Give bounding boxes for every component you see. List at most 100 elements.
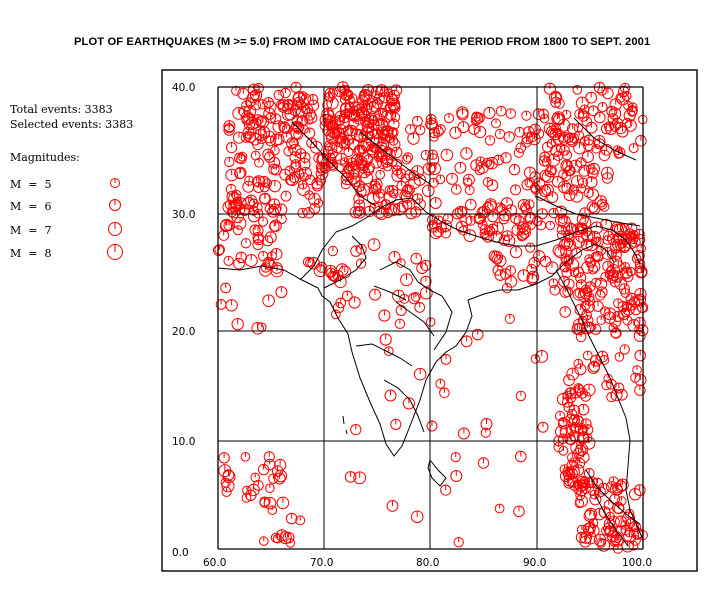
earthquake-marker <box>289 151 302 164</box>
earthquake-marker <box>224 156 235 168</box>
earthquake-marker <box>360 116 371 128</box>
earthquake-marker <box>258 250 269 262</box>
earthquake-marker <box>546 125 558 138</box>
earthquake-marker <box>233 216 247 230</box>
earthquake-marker <box>576 387 588 399</box>
earthquake-marker <box>268 163 280 175</box>
earthquake-marker <box>429 227 442 240</box>
earthquake-marker <box>429 197 442 209</box>
earthquake-marker <box>220 282 232 294</box>
earthquake-marker <box>485 159 495 170</box>
earthquake-marker <box>524 177 535 188</box>
earthquake-marker <box>618 283 631 295</box>
earthquake-marker <box>598 506 611 519</box>
x-tick-label: 60.0 <box>203 557 226 569</box>
earthquake-marker <box>607 233 619 246</box>
earthquake-marker <box>513 505 525 518</box>
earthquake-marker <box>295 515 306 526</box>
earthquake-marker <box>558 180 571 194</box>
earthquake-marker <box>272 120 286 134</box>
earthquake-marker <box>422 184 435 198</box>
earthquake-marker <box>635 135 647 147</box>
earthquake-marker <box>504 204 518 217</box>
earthquake-marker <box>533 128 545 140</box>
earthquake-marker <box>563 238 576 252</box>
earthquake-marker <box>564 433 576 445</box>
earthquake-marker <box>576 183 587 194</box>
earthquake-marker <box>558 417 568 427</box>
earthquake-marker <box>388 136 399 146</box>
earthquake-marker <box>550 92 562 103</box>
earthquake-marker <box>313 264 327 278</box>
earthquake-marker <box>344 471 357 483</box>
earthquake-marker <box>548 207 559 219</box>
earthquake-marker <box>457 121 470 134</box>
earthquake-marker <box>342 172 352 182</box>
earthquake-marker <box>620 288 631 298</box>
earthquake-marker <box>583 509 596 522</box>
legend-label: M = 5 <box>10 178 52 191</box>
earthquake-marker <box>584 507 598 521</box>
earthquake-marker <box>575 490 586 501</box>
earthquake-marker <box>505 275 518 288</box>
earthquake-marker <box>569 387 582 399</box>
earthquake-marker <box>612 482 623 494</box>
earthquake-marker <box>405 184 415 195</box>
earthquake-marker <box>254 128 268 142</box>
earthquake-marker <box>440 354 452 365</box>
x-tick-label: 80.0 <box>416 557 439 569</box>
earthquake-marker <box>609 315 622 328</box>
earthquake-marker <box>263 496 277 510</box>
earthquake-marker <box>501 282 513 294</box>
earthquake-marker <box>285 174 297 186</box>
y-tick-label: 20.0 <box>172 326 195 338</box>
earthquake-marker <box>350 245 362 257</box>
earthquake-marker <box>269 203 281 216</box>
coastline-and-borders <box>217 117 644 547</box>
earthquake-marker <box>600 306 610 317</box>
earthquake-marker <box>225 168 238 182</box>
earthquake-marker <box>451 184 462 195</box>
earthquake-marker <box>596 315 606 325</box>
earthquake-marker <box>350 108 364 122</box>
earthquake-marker <box>280 87 291 99</box>
earthquake-marker <box>567 123 579 135</box>
earthquake-marker <box>322 113 334 125</box>
earthquake-marker <box>322 146 334 157</box>
earthquake-marker <box>580 321 594 335</box>
earthquake-marker <box>584 295 595 306</box>
earthquake-marker <box>543 82 557 95</box>
earthquake-marker <box>609 98 622 111</box>
earthquake-marker <box>477 457 490 469</box>
earthquake-marker <box>608 107 622 120</box>
earthquake-marker <box>590 323 602 335</box>
earthquake-marker <box>292 122 304 134</box>
earthquake-marker <box>391 169 404 183</box>
earthquake-marker <box>440 148 454 162</box>
earthquake-marker <box>583 433 593 443</box>
earthquake-marker <box>623 109 636 122</box>
y-tick-labels: 40.0 30.0 20.0 10.0 0.0 <box>172 82 195 559</box>
earthquake-marker <box>606 529 620 543</box>
earthquake-marker <box>482 157 493 168</box>
earthquake-marker <box>494 128 506 140</box>
earthquake-marker <box>413 198 426 211</box>
earthquake-marker <box>566 258 580 272</box>
earthquake-marker <box>494 503 505 514</box>
earthquake-marker <box>558 132 571 145</box>
earthquake-marker <box>573 141 586 155</box>
earthquake-marker <box>556 224 567 235</box>
map-title: PLOT OF EARTHQUAKES (M >= 5.0) FROM IMD … <box>74 36 651 48</box>
earthquake-marker <box>435 174 446 185</box>
earthquake-marker <box>387 138 401 152</box>
earthquake-marker <box>573 358 584 369</box>
earthquake-marker <box>495 105 507 117</box>
lat-lon-grid <box>217 86 644 550</box>
earthquake-marker <box>614 352 625 362</box>
earthquake-marker <box>272 533 283 544</box>
earthquake-marker <box>405 124 416 135</box>
legend-symbol-m6 <box>109 199 121 211</box>
earthquake-marker <box>221 479 235 493</box>
earthquake-marker <box>324 152 336 164</box>
earthquake-marker <box>386 500 399 512</box>
